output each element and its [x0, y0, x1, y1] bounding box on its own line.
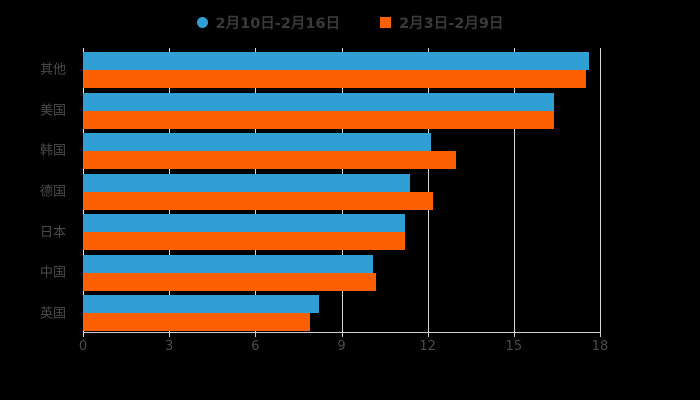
bar-group: [83, 129, 600, 170]
y-axis-tick-label: 日本: [39, 225, 66, 241]
bar[interactable]: [83, 191, 434, 210]
circle-marker-icon: [196, 16, 208, 28]
x-axis-tick-label: 9: [337, 339, 346, 354]
bar-group: [83, 251, 600, 292]
bar[interactable]: [83, 151, 457, 170]
y-axis-tick-label: 其他: [39, 62, 66, 78]
x-axis-tick: [255, 332, 257, 337]
legend-item[interactable]: 2月10日-2月16日: [196, 12, 341, 33]
bar[interactable]: [83, 232, 405, 251]
legend-item[interactable]: 2月3日-2月9日: [380, 12, 503, 33]
chart-legend: 2月10日-2月16日 2月3日-2月9日: [0, 8, 700, 36]
legend-item-label: 2月3日-2月9日: [399, 15, 504, 32]
x-axis: 0 3 6 9 12 15 18: [79, 332, 608, 362]
bar[interactable]: [83, 70, 586, 88]
x-axis-tick: [600, 332, 601, 337]
x-axis-tick: [341, 332, 343, 337]
bar[interactable]: [83, 92, 555, 111]
x-axis-tick-label: 12: [419, 339, 436, 354]
bar-group: [83, 210, 600, 251]
legend-item-label: 2月10日-2月16日: [215, 15, 341, 32]
x-axis-tick: [427, 332, 429, 337]
x-axis-tick: [513, 332, 515, 337]
square-marker-icon: [380, 16, 392, 28]
bar[interactable]: [83, 214, 405, 233]
bar[interactable]: [83, 52, 589, 70]
x-axis-tick-label: 0: [78, 339, 88, 354]
bar[interactable]: [83, 272, 376, 291]
x-axis-tick-label: 3: [165, 339, 174, 354]
bar[interactable]: [83, 173, 411, 192]
x-axis-tick-label: 18: [591, 339, 609, 354]
bar-group: [83, 89, 600, 130]
bar-group: [83, 291, 600, 332]
y-axis-tick-label: 美国: [39, 103, 66, 119]
y-axis-tick-label: 英国: [39, 306, 66, 322]
x-axis-tick-label: 6: [251, 339, 260, 354]
y-axis: 其他美国韩国德国日本中国英国: [0, 48, 75, 332]
y-axis-tick-label: 中国: [39, 265, 66, 281]
gridline: [513, 48, 515, 332]
bar[interactable]: [83, 133, 431, 152]
plot-area: [83, 48, 601, 332]
gridline: [600, 48, 601, 332]
bar-group: [83, 170, 600, 211]
bar[interactable]: [83, 110, 555, 129]
bar[interactable]: [83, 313, 310, 332]
bar[interactable]: [83, 295, 319, 314]
x-axis-tick-label: 15: [505, 339, 523, 354]
bar[interactable]: [83, 254, 374, 273]
x-axis-tick: [83, 332, 84, 337]
y-axis-tick-label: 韩国: [39, 143, 66, 159]
bar-group: [83, 48, 600, 89]
y-axis-tick-label: 德国: [39, 184, 66, 200]
gridline: [427, 48, 429, 332]
x-axis-tick: [169, 332, 171, 337]
